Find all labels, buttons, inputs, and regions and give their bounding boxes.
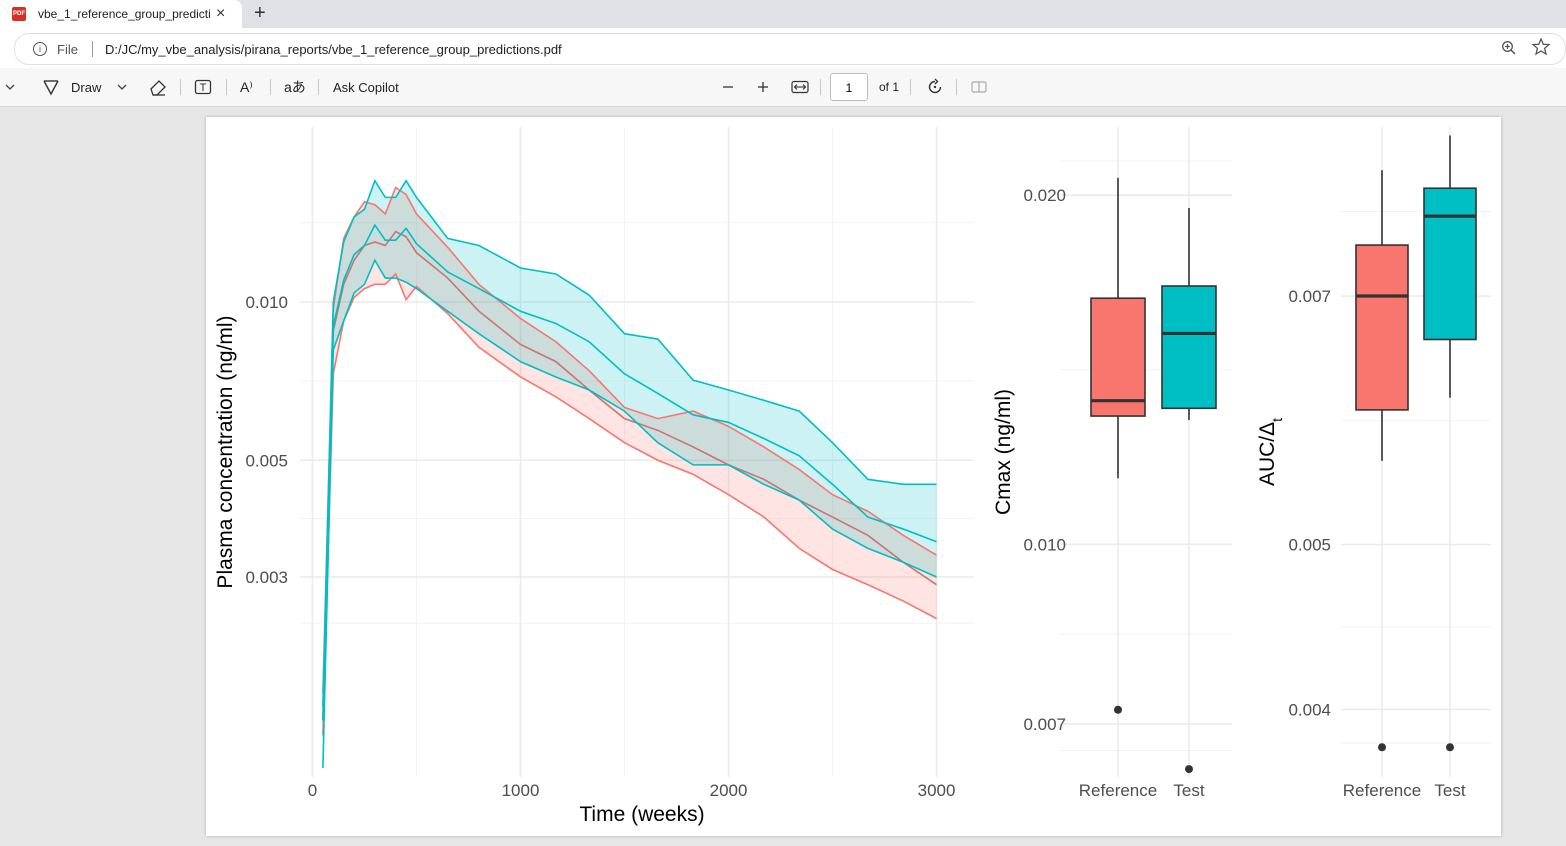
pdf-file-icon: PDF: [12, 7, 26, 21]
outlier-point: [1446, 743, 1454, 752]
read-aloud-icon[interactable]: A⁾: [240, 78, 253, 95]
y-tick-label: 0.020: [1023, 186, 1066, 205]
tab-strip: PDF vbe_1_reference_group_predictions.pd…: [0, 0, 1566, 28]
omnibox-divider: [91, 41, 93, 57]
y-axis-title-main: AUC/Δ: [1256, 422, 1279, 486]
page-number-input[interactable]: 1: [830, 73, 868, 101]
tab-close-icon[interactable]: ×: [216, 5, 226, 22]
fit-width-icon[interactable]: [791, 68, 809, 106]
page-total-label: of 1: [879, 80, 900, 94]
add-text-icon[interactable]: T: [194, 68, 212, 106]
box-test: [1161, 285, 1217, 410]
new-tab-icon[interactable]: +: [254, 2, 266, 24]
x-tick-label: 2000: [710, 781, 748, 800]
ribbon-reference: [322, 187, 937, 736]
zoom-icon[interactable]: [1501, 40, 1517, 56]
y-tick-label: 0.010: [1023, 535, 1066, 554]
info-icon[interactable]: i: [33, 42, 47, 56]
x-tick-label: 1000: [502, 781, 540, 800]
pdf-page: 0 1000 2000 3000 0.003 0.005 0.010 Time (weeks)…: [206, 117, 1501, 836]
y-tick-label: 0.003: [245, 568, 288, 587]
toolbar-divider: [318, 79, 319, 95]
y-axis-title-subscript: t: [1269, 418, 1285, 422]
x-tick-label: Test: [1434, 781, 1465, 800]
box-reference: [1090, 297, 1146, 417]
x-tick-label: Test: [1173, 781, 1204, 800]
url-text[interactable]: D:/JC/my_vbe_analysis/pirana_reports/vbe…: [104, 41, 562, 57]
toolbar-divider: [270, 79, 271, 95]
y-tick-label: 0.005: [1288, 536, 1331, 555]
eraser-icon[interactable]: [148, 68, 168, 106]
outlier-point: [1378, 743, 1386, 752]
draw-button[interactable]: Draw: [71, 79, 102, 95]
y-axis-title: Cmax (ng/ml): [992, 389, 1015, 515]
sidebar-chevron-icon[interactable]: [4, 68, 16, 106]
url-scheme-label: File: [57, 41, 78, 57]
x-tick-label: 0: [308, 781, 317, 800]
pdf-toolbar: Draw T A⁾ aあ Ask Copilot 1 of 1: [0, 68, 1566, 107]
two-page-view-icon[interactable]: [970, 68, 988, 106]
rotate-icon[interactable]: [926, 68, 944, 106]
y-axis-title: AUC/Δt: [1256, 418, 1285, 486]
svg-text:T: T: [200, 82, 207, 94]
zoom-out-icon[interactable]: [721, 68, 735, 106]
toolbar-divider: [226, 79, 227, 95]
toolbar-divider: [910, 79, 911, 95]
pdf-figure: 0 1000 2000 3000 0.003 0.005 0.010 Time (weeks)…: [214, 127, 1491, 826]
y-tick-label: 0.005: [245, 451, 288, 470]
line-reference-upper: [322, 186, 937, 694]
toolbar-divider: [180, 79, 181, 95]
tab-title: vbe_1_reference_group_predictions.pdf: [38, 7, 210, 21]
y-tick-label: 0.004: [1288, 700, 1331, 719]
box-reference: [1355, 244, 1409, 411]
line-test-median: [322, 223, 937, 721]
auc-boxplot: 0.004 0.005 0.007 Reference Test AUC/Δt: [1256, 127, 1491, 800]
zoom-in-icon[interactable]: [756, 68, 770, 106]
outlier-point: [1114, 705, 1122, 714]
ask-copilot-button[interactable]: Ask Copilot: [333, 79, 399, 95]
y-tick-label: 0.007: [1288, 287, 1331, 306]
browser-tab[interactable]: PDF vbe_1_reference_group_predictions.pd…: [0, 0, 242, 28]
draw-icon[interactable]: [42, 68, 60, 106]
line-test-lower: [322, 258, 937, 769]
x-tick-label: Reference: [1079, 781, 1157, 800]
concentration-time-plot: 0 1000 2000 3000 0.003 0.005 0.010 Time (weeks)…: [214, 127, 974, 826]
draw-dropdown-icon[interactable]: [116, 68, 128, 106]
outlier-point: [1185, 765, 1193, 774]
y-axis-title: Plasma concentration (ng/ml): [214, 315, 237, 588]
line-test-upper: [322, 178, 937, 707]
address-bar: i File D:/JC/my_vbe_analysis/pirana_repo…: [0, 28, 1566, 68]
x-tick-label: Reference: [1343, 781, 1421, 800]
x-tick-label: 3000: [918, 781, 956, 800]
y-tick-label: 0.007: [1023, 715, 1066, 734]
omnibox[interactable]: i File D:/JC/my_vbe_analysis/pirana_repo…: [14, 33, 1566, 65]
toolbar-divider: [956, 79, 957, 95]
ribbon-test: [322, 180, 937, 769]
box-test: [1423, 187, 1477, 341]
translate-icon[interactable]: aあ: [284, 79, 306, 95]
x-axis-title: Time (weeks): [579, 803, 704, 826]
y-tick-label: 0.010: [245, 293, 288, 312]
cmax-boxplot: 0.007 0.010 0.020 Reference Test Cmax (ng/ml): [992, 127, 1232, 800]
toolbar-divider: [820, 79, 821, 95]
line-reference-lower: [322, 272, 937, 736]
favorite-star-icon[interactable]: [1531, 37, 1551, 57]
